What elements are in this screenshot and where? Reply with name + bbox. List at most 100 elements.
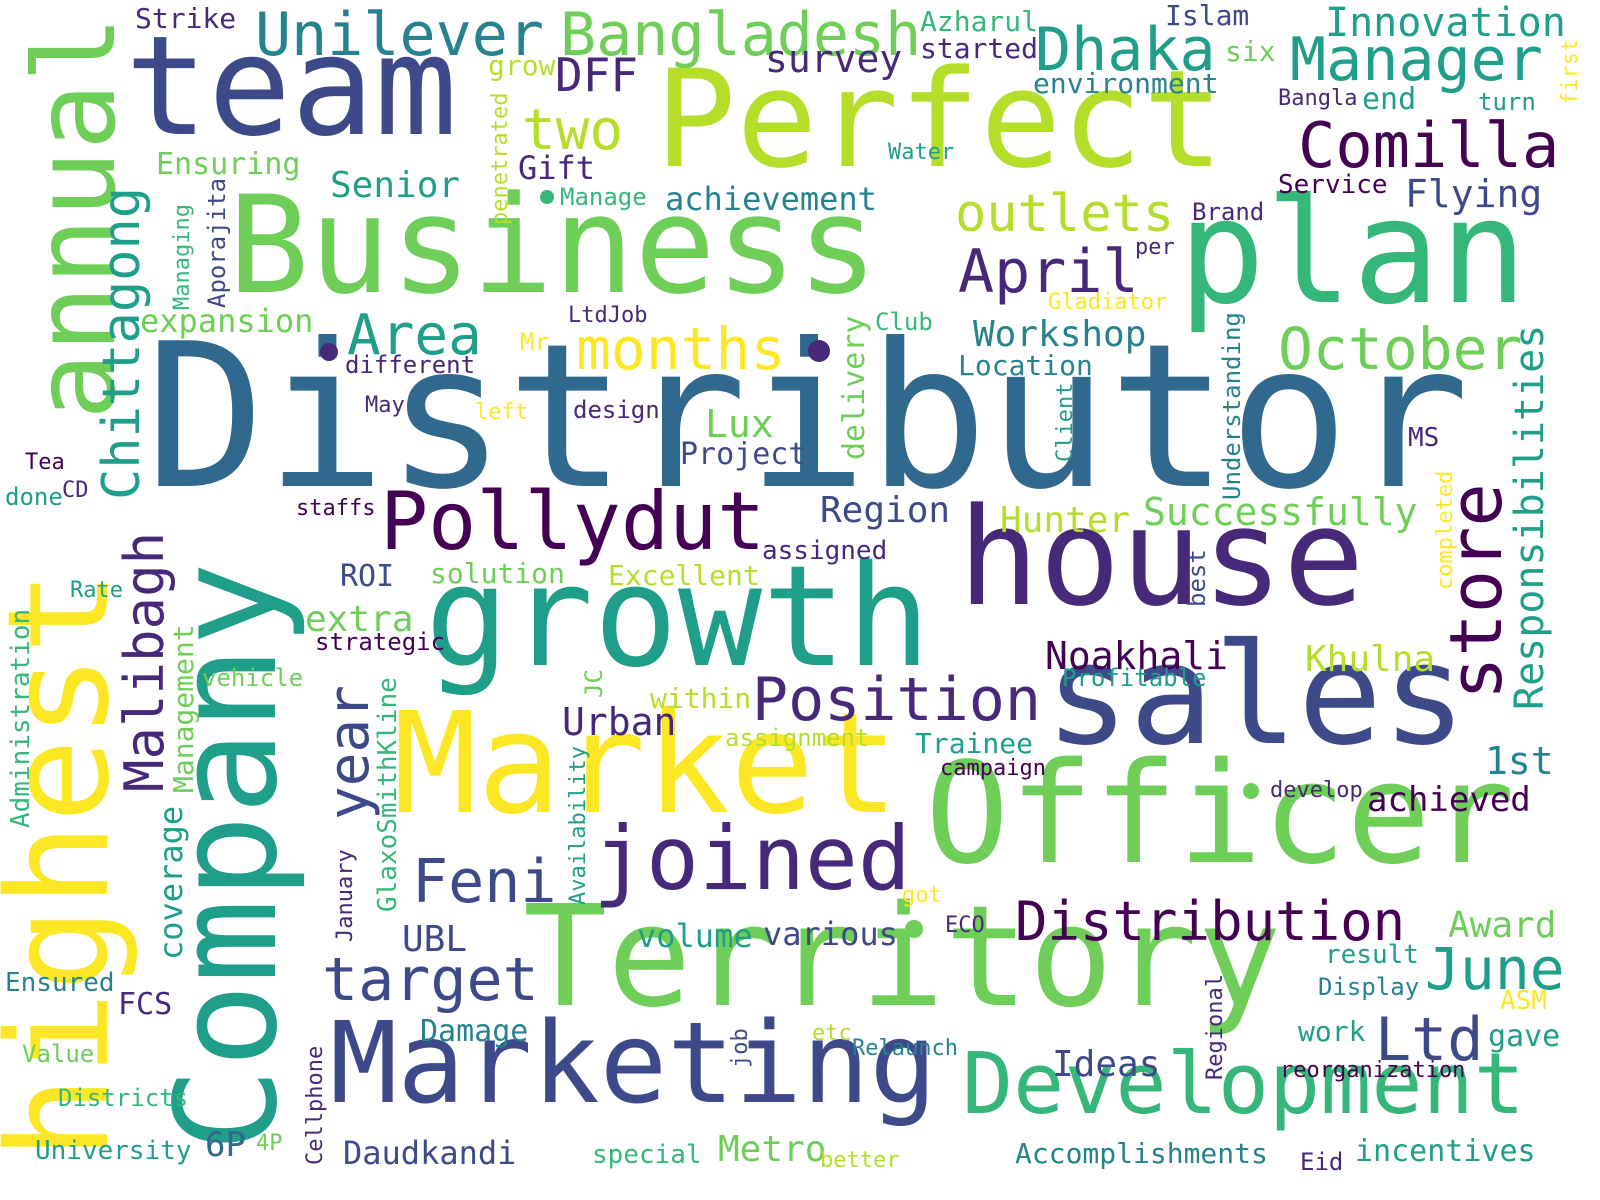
- word-club: Club: [875, 308, 933, 336]
- word-design: design: [573, 396, 660, 424]
- word-ensuring: Ensuring: [156, 147, 301, 182]
- word-perfect: Perfect: [655, 41, 1224, 198]
- word-damage: Damage: [420, 1014, 529, 1049]
- word-display: Display: [1318, 973, 1420, 1001]
- word-value: Value: [22, 1040, 95, 1068]
- word-pollydut: Pollydut: [380, 475, 766, 568]
- word-azharul: Azharul: [920, 5, 1039, 38]
- word-districts: Districts: [58, 1084, 189, 1112]
- word-territory: Territory: [523, 876, 1282, 1039]
- word-volume: volume: [637, 917, 753, 955]
- word-aporajita: Aporajita: [203, 177, 231, 308]
- word-brand: Brand: [1192, 198, 1265, 226]
- word-reorganization: reorganization: [1280, 1058, 1466, 1083]
- word-ltd: Ltd: [1375, 1005, 1484, 1075]
- word-water: Water: [888, 140, 955, 165]
- word-noakhali: Noakhali: [1045, 634, 1229, 678]
- word-client: Client: [1053, 382, 1078, 462]
- word-result: result: [1325, 940, 1419, 970]
- word-rate: Rate: [70, 578, 123, 603]
- word-award: Award: [1448, 905, 1557, 946]
- word-location: Location: [958, 349, 1093, 382]
- word-profitable: Profitable: [1062, 664, 1207, 692]
- word-islam: Islam: [1165, 0, 1250, 32]
- word-expansion: expansion: [140, 302, 314, 340]
- word-innovation: Innovation: [1325, 0, 1566, 46]
- word-eco: ECO: [945, 913, 985, 938]
- word-strategic: strategic: [315, 628, 446, 656]
- word-distributor: Distributor: [145, 301, 1470, 534]
- word-assignment: assignment: [725, 724, 870, 752]
- word-april: April: [958, 237, 1139, 307]
- word-officer: Officer: [925, 733, 1516, 896]
- word-ubl: UBL: [402, 919, 468, 960]
- word-feni: Feni: [412, 847, 557, 917]
- word-hunter: Hunter: [1000, 500, 1131, 541]
- word-started: started: [920, 32, 1039, 65]
- word-grow: grow: [488, 49, 556, 82]
- word-manager: Manager: [1290, 25, 1543, 95]
- word-house: house: [958, 479, 1365, 636]
- word-successfully: Successfully: [1143, 490, 1418, 534]
- word-gift: Gift: [518, 149, 596, 187]
- word-got: got: [902, 883, 942, 908]
- word-strike: Strike: [135, 2, 237, 35]
- word-achievement: achievement: [665, 180, 877, 218]
- word-assigned: assigned: [762, 536, 888, 566]
- word-senior: Senior: [330, 165, 461, 206]
- bullet-dot: [1243, 783, 1259, 799]
- word-dhaka: Dhaka: [1035, 15, 1216, 85]
- word-fourp: 4P: [256, 1131, 283, 1156]
- word-university: University: [35, 1136, 192, 1166]
- word-chittagong: Chittagong: [92, 186, 152, 500]
- word-coverage: coverage: [152, 805, 190, 960]
- word-comilla: Comilla: [1298, 109, 1560, 182]
- word-job: job: [728, 1028, 753, 1068]
- word-penetrated: penetrated: [488, 92, 513, 225]
- word-done: done: [5, 483, 63, 511]
- word-solution: solution: [430, 557, 565, 590]
- word-marketing: Marketing: [330, 999, 937, 1129]
- word-flying: Flying: [1405, 172, 1543, 216]
- word-excellent: Excellent: [608, 559, 760, 592]
- word-outlets: outlets: [955, 184, 1175, 244]
- word-development: Development: [962, 1035, 1525, 1134]
- word-cellphone: Cellphone: [303, 1045, 328, 1165]
- word-year: year: [317, 685, 382, 820]
- word-relaunch: Relaunch: [852, 1036, 958, 1061]
- word-khulna: Khulna: [1305, 639, 1436, 680]
- word-administration: Administration: [6, 608, 36, 828]
- word-work: work: [1298, 1015, 1366, 1048]
- word-gave: gave: [1488, 1019, 1561, 1054]
- word-vehicle: vehicle: [202, 664, 304, 692]
- word-achieved: achieved: [1367, 780, 1531, 820]
- word-end: end: [1362, 82, 1417, 117]
- word-ensured: Ensured: [5, 968, 115, 998]
- word-delivery: delivery: [837, 315, 872, 461]
- word-management: Management: [167, 624, 200, 793]
- word-plan: plan: [1178, 168, 1528, 337]
- word-extra: extra: [305, 599, 414, 640]
- word-different: different: [345, 351, 476, 379]
- word-per: per: [1135, 235, 1175, 260]
- word-ltdjob: LtdJob: [568, 303, 648, 328]
- word-environment: environment: [1033, 67, 1219, 100]
- word-better: better: [820, 1148, 900, 1173]
- word-growth: growth: [425, 536, 931, 699]
- word-accomplishments: Accomplishments: [1015, 1137, 1268, 1170]
- word-months: months: [576, 315, 786, 383]
- word-june: June: [1425, 935, 1565, 1003]
- word-ms: MS: [1408, 423, 1440, 453]
- word-project: Project: [680, 437, 807, 472]
- word-various: various: [763, 915, 898, 953]
- word-fcs: FCS: [118, 987, 173, 1022]
- bullet-dot: [808, 340, 830, 362]
- word-sixp: 6P: [205, 1125, 246, 1165]
- word-target: target: [322, 945, 539, 1015]
- word-market: Market: [393, 683, 899, 846]
- word-joined: joined: [593, 807, 911, 910]
- word-unilever: Unilever: [255, 0, 544, 70]
- word-special: special: [592, 1140, 702, 1170]
- bullet-dot: [540, 190, 554, 204]
